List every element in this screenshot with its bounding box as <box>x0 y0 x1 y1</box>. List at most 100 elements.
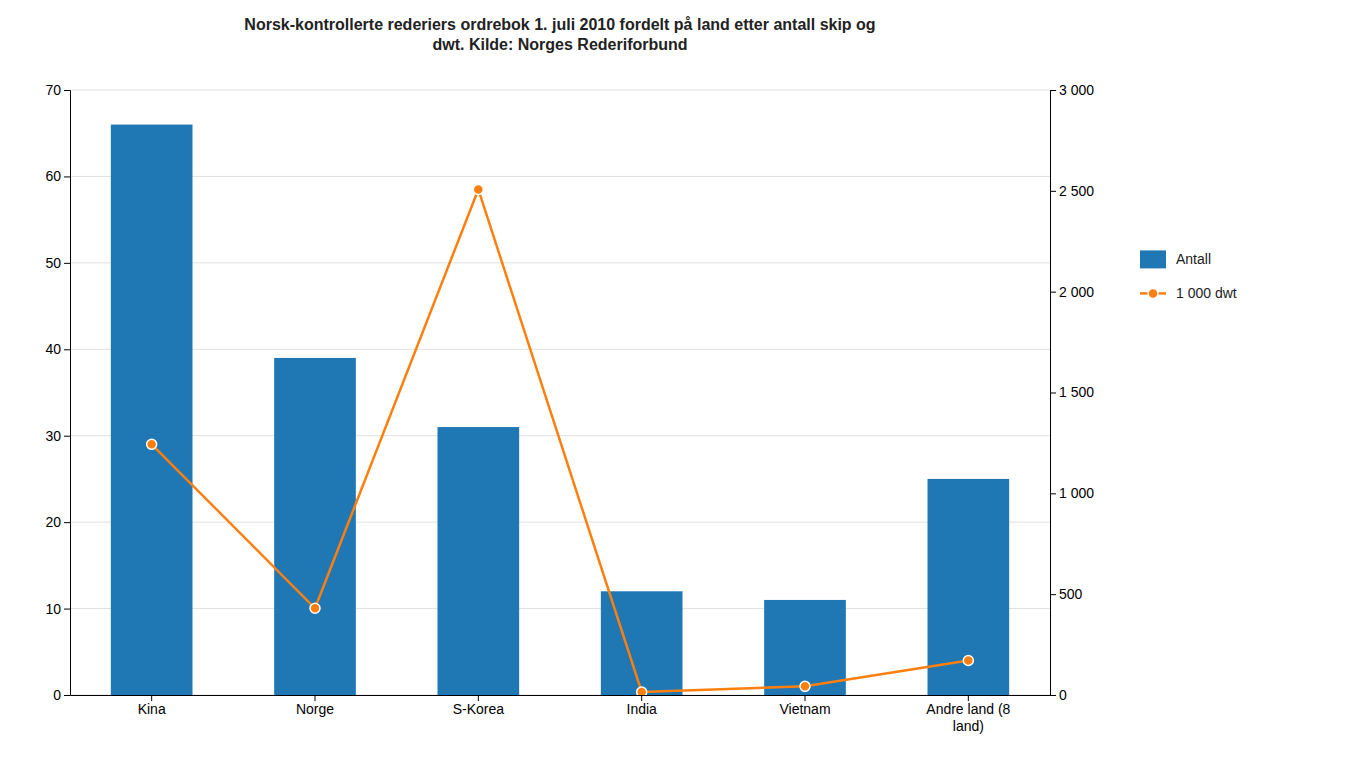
y2-tick-line <box>1050 594 1056 595</box>
y-tick-label: 20 <box>45 514 61 530</box>
x-tick-label-line: Norge <box>296 701 334 717</box>
x-tick: Kina <box>138 695 166 717</box>
x-tick: Vietnam <box>779 695 830 717</box>
y-tick: 40 <box>45 341 70 357</box>
legend-item: 1 000 dwt <box>1140 285 1237 301</box>
legend-swatch <box>1140 250 1166 268</box>
y-tick-line <box>64 349 70 350</box>
y-tick-line <box>64 436 70 437</box>
y2-tick: 2 000 <box>1050 284 1094 300</box>
y2-tick: 2 500 <box>1050 183 1094 199</box>
y2-tick-line <box>1050 695 1056 696</box>
plot: Kina Norge S-Korea India Vietnam Andre land (… <box>45 82 1094 734</box>
y-tick-label: 10 <box>45 601 61 617</box>
y2-tick-label: 1 000 <box>1059 485 1094 501</box>
grid-line <box>70 262 1050 263</box>
y-tick-label: 70 <box>45 82 61 98</box>
grid <box>70 90 1050 695</box>
y2-tick: 1 000 <box>1050 485 1094 501</box>
y-tick: 30 <box>45 428 70 444</box>
y2-tick-line <box>1050 191 1056 192</box>
x-tick-label: Norge <box>296 701 334 717</box>
marker <box>637 687 647 695</box>
y2-tick-label: 2 500 <box>1059 183 1094 199</box>
y2-tick-label: 1 500 <box>1059 384 1094 400</box>
x-tick-label: Kina <box>138 701 166 717</box>
axis-line <box>1051 91 1057 696</box>
marker <box>800 681 810 691</box>
y-tick-label: 0 <box>53 687 61 703</box>
x-tick-label-line: land) <box>953 718 984 734</box>
y-tick-line <box>64 522 70 523</box>
y2-tick-label: 3 000 <box>1059 82 1094 98</box>
y2-tick-line <box>1050 292 1056 293</box>
x-tick-label-line: S-Korea <box>453 701 505 717</box>
grid-line <box>70 176 1050 177</box>
bar <box>274 358 356 695</box>
marker <box>310 603 320 613</box>
grid-line <box>70 695 1050 696</box>
y-tick: 60 <box>45 168 70 184</box>
grid-line <box>70 522 1050 523</box>
y2-tick: 0 <box>1050 687 1067 703</box>
y-tick: 50 <box>45 255 70 271</box>
y-tick-label: 40 <box>45 341 61 357</box>
grid-line <box>70 608 1050 609</box>
y2-tick-label: 0 <box>1059 687 1067 703</box>
x-tick-label-line: Vietnam <box>779 701 830 717</box>
y-tick: 10 <box>45 601 70 617</box>
y-tick-line <box>64 176 70 177</box>
y-tick-line <box>64 695 70 696</box>
x-tick-label: Andre land (8land) <box>926 701 1010 734</box>
y2-tick: 1 500 <box>1050 384 1094 400</box>
x-tick-label: Vietnam <box>779 701 830 717</box>
marker <box>473 184 483 194</box>
marks <box>111 125 1009 695</box>
title-line: Norsk-kontrollerte rederiers ordrebok 1.… <box>244 16 875 33</box>
legend-marker <box>1148 288 1158 298</box>
bar-series <box>111 125 1009 695</box>
y2-tick-label: 2 000 <box>1059 284 1094 300</box>
x-tick-label-line: Andre land (8 <box>926 701 1010 717</box>
x-tick: Andre land (8land) <box>926 695 1010 734</box>
grid-line <box>70 349 1050 350</box>
marker <box>147 439 157 449</box>
title: Norsk-kontrollerte rederiers ordrebok 1.… <box>244 16 875 53</box>
y-tick-line <box>64 263 70 264</box>
x-tick-label-line: India <box>626 701 657 717</box>
y2-tick-line <box>1050 90 1056 91</box>
x-axis: Kina Norge S-Korea India Vietnam Andre land (… <box>71 695 1051 734</box>
legend: Antall 1 000 dwt <box>1140 250 1237 301</box>
y-tick-label: 50 <box>45 255 61 271</box>
y2-tick: 500 <box>1050 586 1083 602</box>
line <box>152 189 969 692</box>
x-tick-label-line: Kina <box>138 701 166 717</box>
legend-label: 1 000 dwt <box>1176 285 1237 301</box>
bar <box>928 479 1010 695</box>
grid-line <box>70 90 1050 91</box>
y2-tick-label: 500 <box>1059 586 1083 602</box>
y2-tick: 3 000 <box>1050 82 1094 98</box>
y-tick-label: 30 <box>45 428 61 444</box>
x-tick: S-Korea <box>453 695 505 717</box>
y-tick-label: 60 <box>45 168 61 184</box>
y-tick: 0 <box>53 687 70 703</box>
axis-line <box>71 695 1051 696</box>
bar <box>438 427 520 695</box>
y-tick: 70 <box>45 82 70 98</box>
y-tick: 20 <box>45 514 70 530</box>
x-tick-label: India <box>626 701 657 717</box>
grid-line <box>70 435 1050 436</box>
x-tick-label: S-Korea <box>453 701 505 717</box>
legend-label: Antall <box>1176 251 1211 267</box>
bar <box>111 125 193 695</box>
y2-tick-line <box>1050 493 1056 494</box>
axis-line <box>64 91 71 696</box>
legend-item: Antall <box>1140 250 1211 268</box>
marker <box>963 656 973 666</box>
title-line: dwt. Kilde: Norges Rederiforbund <box>432 36 687 53</box>
y-tick-line <box>64 609 70 610</box>
chart: Norsk-kontrollerte rederiers ordrebok 1.… <box>0 0 1350 775</box>
y-axis: 0 10 20 30 40 50 60 70 <box>45 82 70 703</box>
y2-tick-line <box>1050 393 1056 394</box>
